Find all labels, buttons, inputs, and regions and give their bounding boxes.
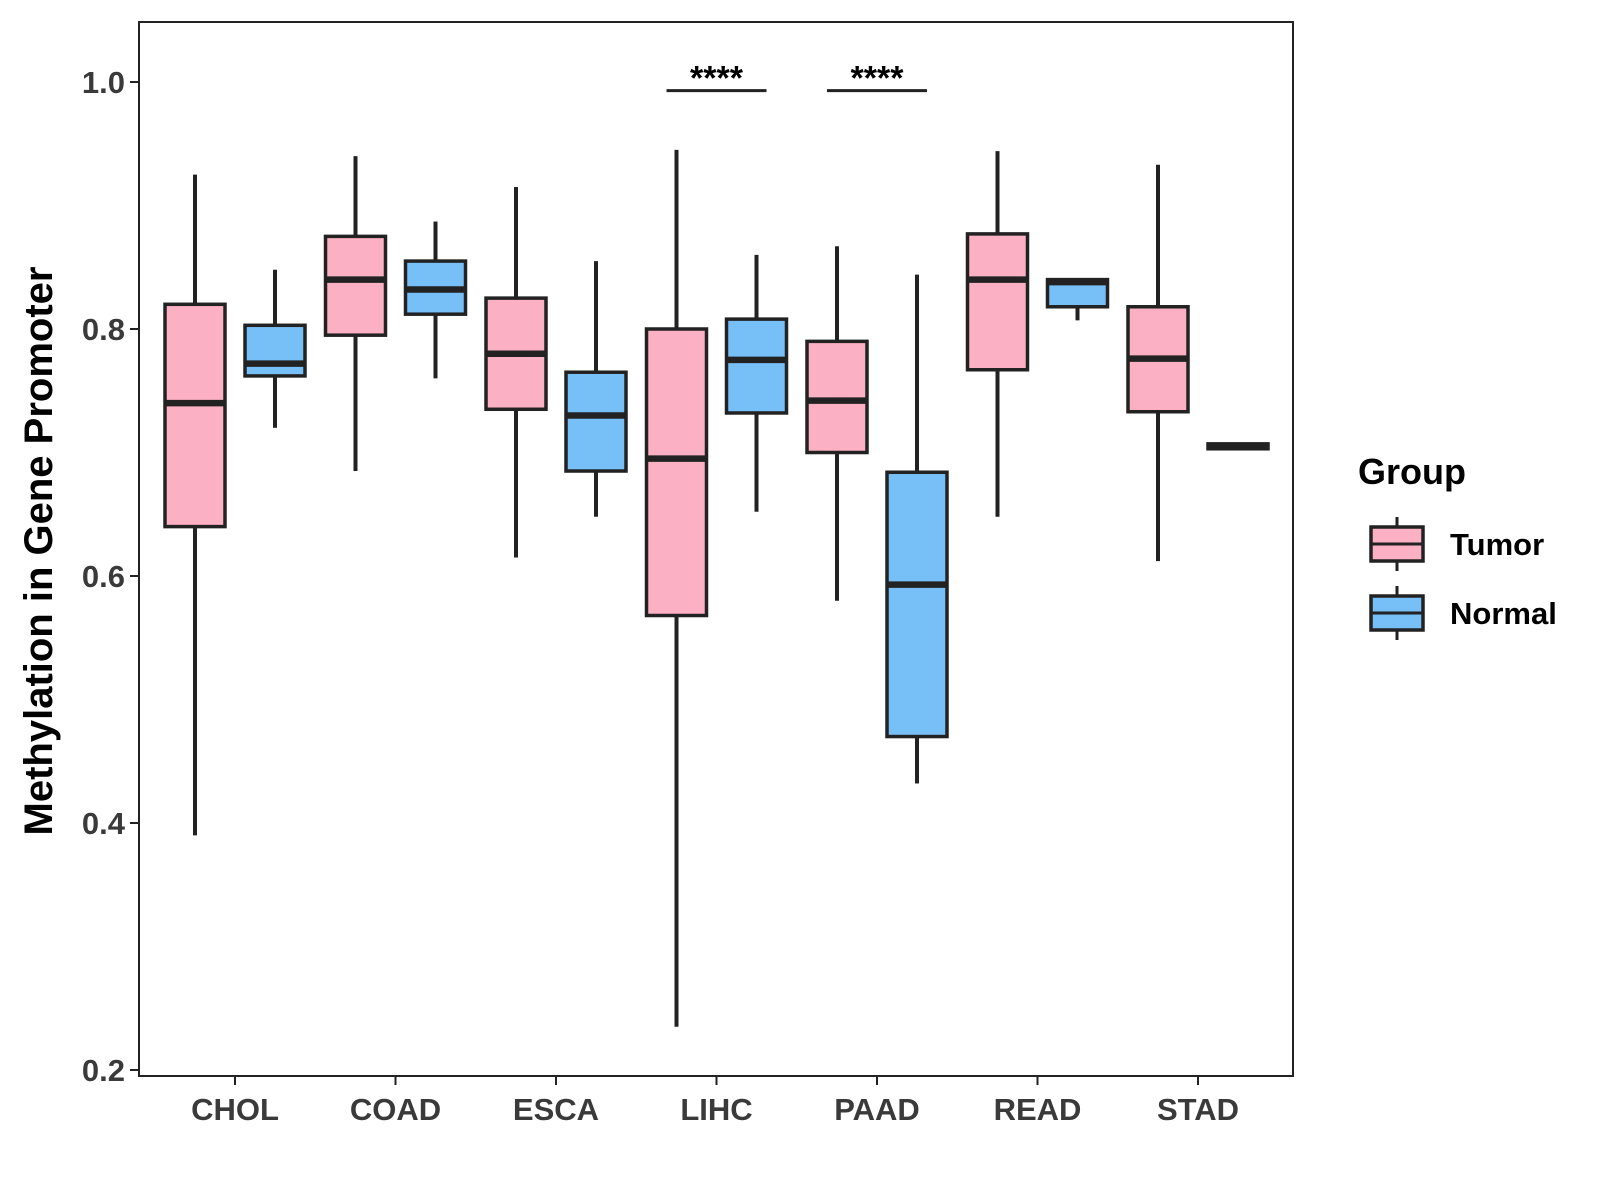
significance-label-paad: **** xyxy=(851,60,905,98)
legend-item-tumor: Tumor xyxy=(1369,517,1544,571)
box-iqr xyxy=(965,232,1030,372)
box-normal-stad xyxy=(1206,442,1270,451)
x-tick-label-paad: PAAD xyxy=(834,1092,920,1127)
legend-item-normal: Normal xyxy=(1369,586,1557,640)
y-tick-label: 1.0 xyxy=(82,65,125,100)
box-iqr xyxy=(805,339,869,455)
box-iqr xyxy=(724,317,789,415)
y-tick-label: 0.2 xyxy=(82,1053,125,1088)
x-tick-label-coad: COAD xyxy=(350,1092,441,1127)
box-iqr xyxy=(885,470,949,739)
box-normal-esca xyxy=(564,261,628,517)
box-iqr xyxy=(163,302,227,529)
box-tumor-paad xyxy=(805,246,869,601)
legend-title: Group xyxy=(1358,451,1466,492)
y-tick-label: 0.8 xyxy=(82,312,125,347)
x-tick-label-read: READ xyxy=(994,1092,1082,1127)
x-axis: CHOL COAD ESCA LIHC PAAD READ STAD xyxy=(191,1076,1239,1127)
legend-label-normal: Normal xyxy=(1450,596,1557,631)
x-tick-label-esca: ESCA xyxy=(513,1092,599,1127)
box-normal-coad xyxy=(403,221,468,379)
significance-layer: **** **** xyxy=(666,60,927,98)
x-tick-label-lihc: LIHC xyxy=(680,1092,752,1127)
box-tumor-chol xyxy=(163,174,227,836)
x-tick-label-stad: STAD xyxy=(1157,1092,1239,1127)
box-iqr xyxy=(323,234,388,337)
box-tumor-read xyxy=(965,151,1030,517)
box-iqr xyxy=(644,327,709,618)
legend-label-tumor: Tumor xyxy=(1450,527,1544,562)
box-tumor-lihc xyxy=(644,149,709,1027)
x-tick-label-chol: CHOL xyxy=(191,1092,279,1127)
box-iqr xyxy=(243,323,307,378)
y-tick-label: 0.4 xyxy=(82,806,126,841)
box-tumor-esca xyxy=(484,186,548,558)
y-axis: 0.2 0.4 0.6 0.8 1.0 xyxy=(82,65,139,1088)
box-tumor-stad xyxy=(1126,164,1190,562)
box-normal-read xyxy=(1045,277,1110,321)
y-tick-label: 0.6 xyxy=(82,559,125,594)
y-axis-title: Methylation in Gene Promoter xyxy=(17,267,61,836)
legend: Group Tumor Normal xyxy=(1358,451,1557,640)
box-iqr xyxy=(564,370,628,473)
box-normal-lihc xyxy=(724,254,789,512)
box-layer xyxy=(163,149,1270,1027)
box-normal-chol xyxy=(243,269,307,428)
box-normal-paad xyxy=(885,274,949,784)
significance-label-lihc: **** xyxy=(690,60,744,98)
box-tumor-coad xyxy=(323,156,388,472)
